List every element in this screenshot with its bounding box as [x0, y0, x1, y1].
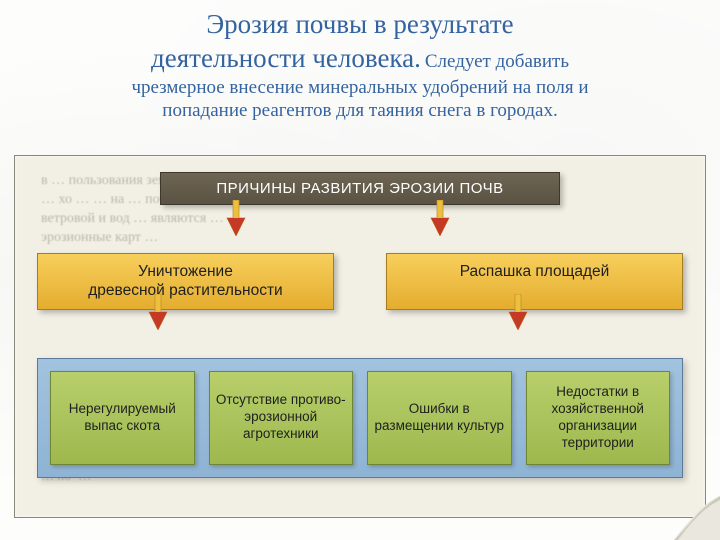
title-small-1: Следует добавить: [425, 51, 569, 72]
mid-node-1: Уничтожение древесной растительности: [37, 253, 334, 310]
leaf-node-2: Отсутствие противо-эрозионной агротехник…: [209, 371, 354, 465]
title-small-3: попадание реагентов для таяния снега в г…: [162, 100, 557, 121]
arrow-root-right: [429, 200, 451, 236]
title-line1: Эрозия почвы в результате: [206, 9, 513, 39]
mid-node-1-line1: Уничтожение: [138, 263, 233, 280]
page-curl-icon: [674, 496, 720, 540]
root-node: ПРИЧИНЫ РАЗВИТИЯ ЭРОЗИИ ПОЧВ: [160, 172, 560, 205]
diagram-container: в … пользования земельных ресу … хо … … …: [14, 155, 706, 518]
leaf-node-3: Ошибки в размещении культур: [367, 371, 512, 465]
leaves-frame: Нерегулируемый выпас скота Отсутствие пр…: [37, 358, 683, 478]
mid-row: Уничтожение древесной растительности Рас…: [37, 253, 683, 310]
slide-title-block: Эрозия почвы в результате деятельности ч…: [0, 0, 720, 133]
mid-node-2: Распашка площадей: [386, 253, 683, 310]
title-line2-large: деятельности человека.: [151, 43, 421, 73]
leaf-node-4: Недостатки в хозяйственной организации т…: [526, 371, 671, 465]
mid-node-1-line2: древесной растительности: [88, 282, 282, 299]
leaf-node-1: Нерегулируемый выпас скота: [50, 371, 195, 465]
arrow-root-left: [225, 200, 247, 236]
title-small-2: чрезмерное внесение минеральных удобрени…: [131, 77, 588, 98]
root-node-label: ПРИЧИНЫ РАЗВИТИЯ ЭРОЗИИ ПОЧВ: [160, 172, 560, 205]
mid-node-2-line1: Распашка площадей: [460, 263, 610, 280]
